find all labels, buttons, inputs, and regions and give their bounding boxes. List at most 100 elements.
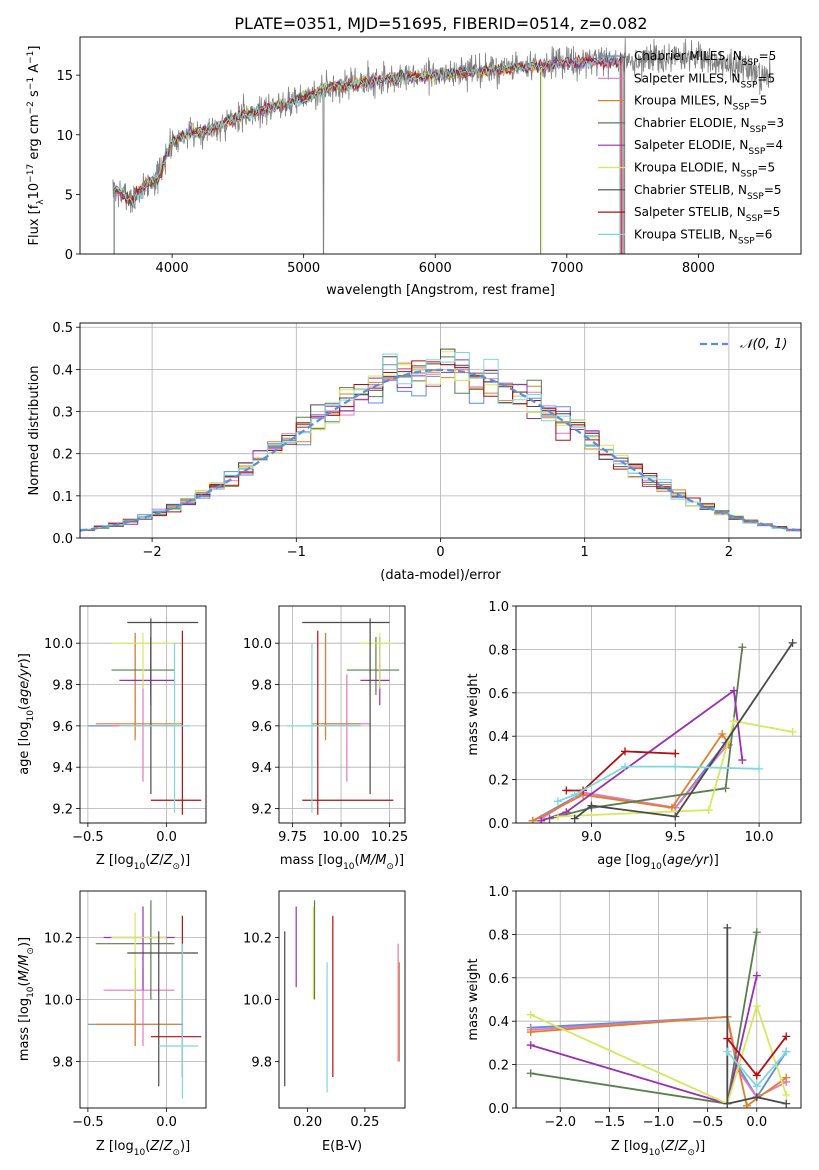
weight-point [526, 1010, 535, 1019]
age-mass-plot [286, 618, 400, 815]
weight-point [671, 812, 680, 821]
legend-entry: Salpeter MILES, NSSP=5 [634, 71, 775, 90]
axes-frame [79, 36, 802, 255]
label-part: ( [660, 1139, 665, 1154]
y-tick-label: 9.4 [251, 761, 272, 776]
label-part: Kroupa ELODIE, N [634, 161, 741, 175]
x-tick-label: −1 [287, 545, 306, 560]
label-part: SSP [747, 192, 764, 202]
weight-point [553, 797, 562, 806]
label-part: −2 [26, 101, 36, 114]
label-part: Salpeter ELODIE, N [634, 138, 748, 152]
label-part: / [159, 1139, 164, 1154]
residuals-plot [80, 348, 801, 532]
label-part: / [674, 1139, 679, 1154]
y-tick-label: 10.2 [44, 932, 73, 947]
label-part: )] [709, 853, 719, 868]
axes-frame [515, 605, 802, 824]
label-part: Chabrier STELIB, N [634, 183, 747, 197]
label-part: λ [36, 199, 46, 205]
label-part: =4 [765, 138, 783, 152]
weight-point [528, 816, 537, 823]
legend-entry: Kroupa MILES, NSSP=5 [634, 94, 767, 113]
label-part: −1 [26, 51, 36, 64]
age-mass-axes: 9.75 10.00 10.25 9.2 9.4 9.6 9.8 10.0 mass [log1… [243, 605, 408, 872]
label-part: Chabrier ELODIE, N [634, 116, 750, 130]
x-tick-label: −1.5 [594, 1115, 626, 1130]
label-part: =5 [763, 205, 781, 219]
weight-series [566, 750, 676, 792]
label-part: ( [662, 853, 667, 868]
weight-point [620, 747, 629, 756]
weight-point [752, 928, 761, 937]
x-tick-label: 0 [436, 545, 444, 560]
x-tick-label: 4000 [156, 261, 189, 276]
legend-entry: Salpeter STELIB, NSSP=5 [634, 205, 780, 224]
y-tick-label: 9.8 [52, 679, 73, 694]
residuals-axes: −2 −1 0 1 2 0.0 0.1 0.2 0.3 0.4 0.5 𝒩(0, 1) (data-mo… [27, 321, 802, 583]
mass-z-plot [87, 900, 202, 1099]
label-part: ⊙ [386, 862, 394, 872]
x-tick-label: 0.0 [156, 1115, 177, 1130]
weight-point [723, 1034, 732, 1043]
histogram-series [80, 352, 801, 531]
label-part: SSP [738, 236, 755, 246]
label-part: Z [678, 1139, 689, 1154]
weight-point [723, 1099, 732, 1108]
label-part: Salpeter STELIB, N [634, 205, 746, 219]
y-tick-label: 0.2 [488, 1059, 509, 1074]
label-part: mass [log [280, 853, 343, 868]
y-axis-label: mass [log10(M/M⊙)] [17, 937, 36, 1061]
weight-series [574, 642, 794, 820]
label-part: SSP [748, 147, 765, 157]
y-tick-label: 0 [65, 248, 73, 263]
y-tick-label: 10.0 [44, 994, 73, 1009]
axes-frame [79, 322, 802, 539]
y-tick-label: 0.2 [488, 774, 509, 789]
label-part: Z [log [96, 1139, 134, 1154]
y-tick-label: 0.3 [52, 406, 73, 421]
label-part: SSP [741, 80, 758, 90]
label-part: =5 [750, 94, 768, 108]
histogram-series [80, 348, 801, 531]
weight-point [788, 638, 797, 647]
y-tick-label: 0.2 [52, 448, 73, 463]
label-part: =5 [759, 49, 777, 63]
y-tick-label: 5 [65, 188, 73, 203]
weight-point [562, 808, 571, 817]
y-tick-label: 15 [56, 69, 73, 84]
x-tick-label: 10.25 [371, 830, 408, 845]
label-part: 10 [134, 1148, 146, 1158]
model-spectrum [113, 54, 620, 254]
y-tick-label: 9.6 [52, 720, 73, 735]
label-part: / [159, 853, 164, 868]
label-part: mass [log [17, 998, 32, 1061]
label-part: ⊙ [172, 862, 180, 872]
weight-series [530, 975, 758, 1105]
x-tick-label: 5000 [287, 261, 320, 276]
label-part: −1 [26, 77, 36, 90]
x-tick-label: −2.0 [544, 1115, 576, 1130]
x-tick-label: 9.5 [665, 830, 686, 845]
label-part: Z [163, 1139, 174, 1154]
weight-point [755, 764, 764, 773]
label-part: )] [17, 937, 32, 947]
label-part: )] [394, 853, 404, 868]
weight-point [526, 1069, 535, 1078]
y-tick-label: 10.0 [243, 637, 272, 652]
axes-frame [278, 890, 406, 1109]
weight-point [742, 1101, 751, 1108]
y-tick-label: 9.4 [52, 761, 73, 776]
age-z-axes: −0.5 0.09.29.49.69.810.0Z [log10(Z/Z⊙)]ag… [17, 605, 207, 872]
label-part: 10 [26, 710, 36, 722]
label-part: ( [355, 853, 360, 868]
label-part: ⊙ [172, 1148, 180, 1158]
y-tick-label: 1.0 [488, 600, 509, 615]
weight-point [537, 816, 546, 823]
y-tick-label: 0.8 [488, 928, 509, 943]
y-tick-label: 10.2 [243, 932, 272, 947]
x-tick-label: −0.5 [692, 1115, 724, 1130]
y-tick-label: 9.2 [251, 803, 272, 818]
label-part: SSP [741, 170, 758, 180]
